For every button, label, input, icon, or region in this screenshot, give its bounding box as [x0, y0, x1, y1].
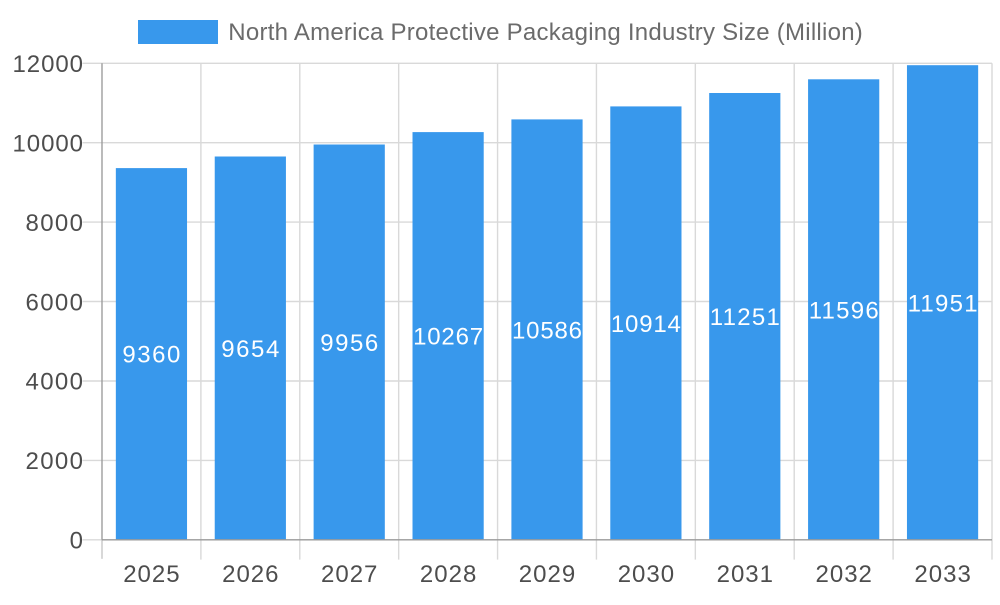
svg-text:2027: 2027	[321, 561, 377, 588]
svg-text:9360: 9360	[122, 342, 180, 369]
svg-text:6000: 6000	[26, 289, 84, 316]
svg-text:4000: 4000	[26, 369, 84, 396]
svg-text:2026: 2026	[222, 561, 278, 588]
svg-text:North America Protective Packa: North America Protective Packaging Indus…	[228, 19, 863, 46]
svg-text:10914: 10914	[611, 311, 681, 338]
svg-text:2029: 2029	[519, 561, 575, 588]
svg-text:2031: 2031	[717, 561, 773, 588]
svg-text:2032: 2032	[816, 561, 872, 588]
svg-text:2028: 2028	[420, 561, 476, 588]
svg-text:9956: 9956	[320, 330, 378, 357]
svg-text:10000: 10000	[13, 131, 84, 158]
svg-text:9654: 9654	[221, 336, 279, 363]
svg-text:11251: 11251	[710, 304, 780, 331]
svg-text:10267: 10267	[413, 324, 483, 351]
svg-text:2033: 2033	[914, 561, 970, 588]
svg-text:2030: 2030	[618, 561, 674, 588]
svg-text:2025: 2025	[123, 561, 179, 588]
svg-text:12000: 12000	[13, 51, 84, 78]
svg-text:11951: 11951	[908, 290, 978, 317]
svg-text:11596: 11596	[809, 297, 879, 324]
svg-text:0: 0	[70, 528, 83, 555]
svg-text:10586: 10586	[512, 317, 582, 344]
svg-text:8000: 8000	[26, 210, 84, 237]
svg-text:2000: 2000	[26, 448, 84, 475]
